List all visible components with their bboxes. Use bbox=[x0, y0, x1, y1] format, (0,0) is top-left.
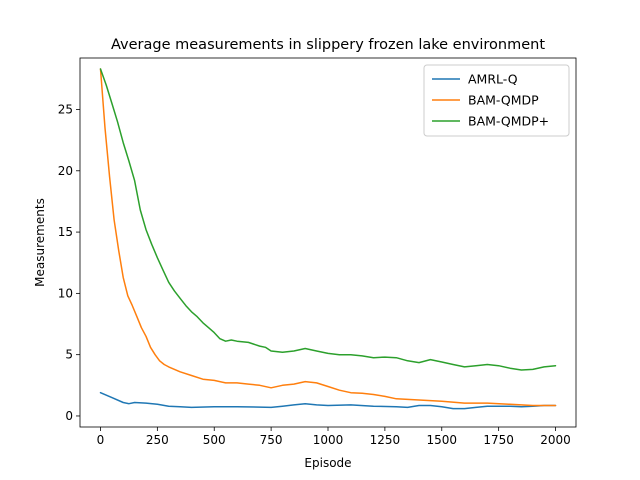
legend-label: BAM-QMDP+ bbox=[468, 114, 549, 129]
series-line-bam-qmdp bbox=[99, 68, 557, 407]
legend-label: AMRL-Q bbox=[468, 72, 518, 87]
series-line-amrl-q bbox=[99, 391, 557, 410]
x-tick-label: 1750 bbox=[483, 433, 514, 447]
legend: AMRL-Q BAM-QMDP BAM-QMDP+ bbox=[423, 64, 570, 137]
y-axis-ticks: 0 5 10 15 20 25 bbox=[58, 102, 80, 423]
series-lines bbox=[99, 68, 557, 410]
x-tick-label: 1500 bbox=[426, 433, 457, 447]
x-axis-ticks: 0 250 500 750 1000 1250 1500 1750 2000 bbox=[97, 427, 571, 447]
legend-box bbox=[423, 64, 570, 137]
x-tick-label: 1000 bbox=[313, 433, 344, 447]
legend-label: BAM-QMDP bbox=[468, 93, 539, 108]
x-tick-label: 2000 bbox=[540, 433, 571, 447]
x-tick-label: 1250 bbox=[370, 433, 401, 447]
chart-title: Average measurements in slippery frozen … bbox=[111, 37, 545, 53]
y-axis-label: Measurements bbox=[33, 198, 47, 287]
y-tick-label: 25 bbox=[58, 102, 73, 116]
y-tick-label: 10 bbox=[58, 286, 73, 300]
x-tick-label: 750 bbox=[260, 433, 283, 447]
x-tick-label: 0 bbox=[97, 433, 105, 447]
x-axis-label: Episode bbox=[304, 456, 351, 470]
x-tick-label: 500 bbox=[203, 433, 226, 447]
x-tick-label: 250 bbox=[146, 433, 169, 447]
series-line-bam-qmdp- bbox=[99, 68, 557, 371]
y-tick-label: 0 bbox=[65, 409, 73, 423]
y-tick-label: 5 bbox=[65, 348, 73, 362]
y-tick-label: 20 bbox=[58, 164, 73, 178]
y-tick-label: 15 bbox=[58, 225, 73, 239]
